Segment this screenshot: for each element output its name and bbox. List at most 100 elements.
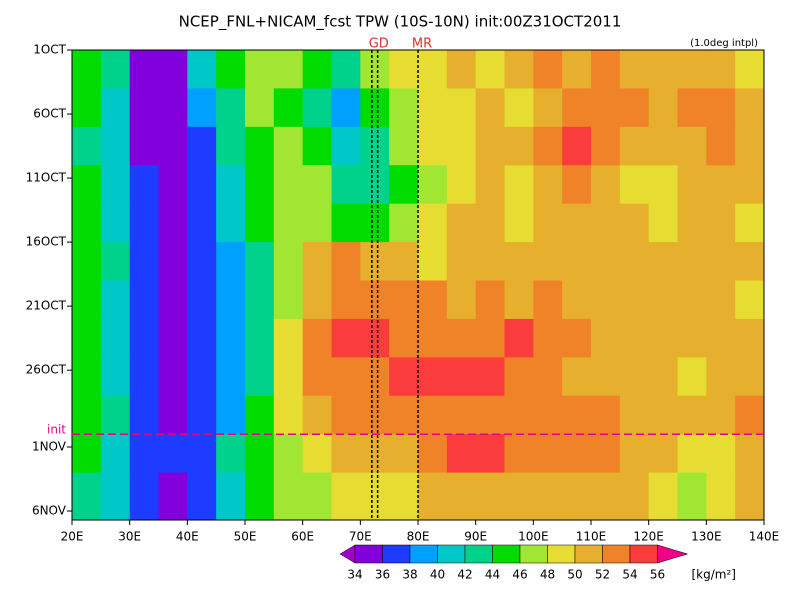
cell: [677, 472, 707, 521]
init-label: init: [47, 423, 66, 437]
cell: [245, 165, 275, 205]
cell: [302, 126, 332, 166]
cell: [533, 126, 563, 166]
cell: [245, 357, 275, 397]
cell: [331, 88, 361, 128]
cell: [302, 50, 332, 89]
cell: [533, 203, 563, 243]
cell: [735, 472, 765, 521]
cell: [418, 88, 448, 128]
cell: [562, 472, 592, 521]
cell: [245, 126, 275, 166]
cell: [187, 242, 217, 282]
cell: [273, 434, 304, 474]
cell: [273, 318, 304, 358]
cell: [706, 280, 736, 320]
cell: [504, 318, 534, 358]
cell: [504, 434, 534, 474]
cell: [331, 126, 361, 166]
colorbar-box: [547, 544, 576, 564]
cell: [158, 50, 188, 89]
cell: [331, 165, 361, 205]
cell: [187, 88, 217, 128]
cell: [418, 318, 448, 358]
cell: [677, 434, 707, 474]
cell: [677, 203, 707, 243]
cell: [504, 203, 534, 243]
colorbar-label: 46: [512, 568, 527, 582]
cell: [389, 50, 419, 89]
x-tick-label: 40E: [176, 530, 199, 544]
cell: [129, 357, 159, 397]
x-tick-label: 70E: [349, 530, 372, 544]
cell: [562, 434, 592, 474]
cell: [648, 165, 678, 205]
cell: [245, 434, 275, 474]
cell: [735, 357, 765, 397]
cell: [360, 203, 390, 243]
cell: [72, 395, 102, 435]
cell: [129, 434, 159, 474]
cell: [475, 357, 505, 397]
cell: [706, 395, 736, 435]
cell: [591, 280, 621, 320]
cell: [706, 472, 736, 521]
cell: [562, 165, 592, 205]
cell: [389, 126, 419, 166]
cell: [302, 318, 332, 358]
cell: [475, 395, 505, 435]
cell: [129, 472, 159, 521]
cell: [331, 395, 361, 435]
cell: [216, 434, 246, 474]
cell: [389, 88, 419, 128]
y-tick-label: 11OCT: [26, 171, 67, 185]
cell: [389, 318, 419, 358]
cell: [273, 50, 304, 89]
colorbar-box: [437, 544, 466, 564]
cell: [389, 472, 419, 521]
cell: [100, 472, 131, 521]
cell: [302, 203, 332, 243]
cell: [331, 357, 361, 397]
cell: [504, 395, 534, 435]
cell: [533, 88, 563, 128]
cell: [591, 50, 621, 89]
cell: [158, 242, 188, 282]
cell: [562, 357, 592, 397]
cell: [446, 434, 477, 474]
cell: [619, 318, 650, 358]
cell: [72, 280, 102, 320]
cell: [591, 126, 621, 166]
cell: [591, 318, 621, 358]
cell: [418, 280, 448, 320]
heatmap: [72, 50, 765, 521]
cell: [72, 126, 102, 166]
cell: [100, 242, 131, 282]
cell: [360, 165, 390, 205]
cell: [533, 280, 563, 320]
cell: [619, 165, 650, 205]
cell: [446, 88, 477, 128]
cell: [706, 203, 736, 243]
cell: [619, 88, 650, 128]
cell: [100, 434, 131, 474]
cell: [216, 395, 246, 435]
cell: [504, 472, 534, 521]
cell: [273, 395, 304, 435]
cell: [273, 357, 304, 397]
cell: [331, 318, 361, 358]
cell: [158, 472, 188, 521]
cell: [735, 318, 765, 358]
cell: [100, 280, 131, 320]
cell: [648, 126, 678, 166]
cell: [129, 280, 159, 320]
cell: [418, 395, 448, 435]
cell: [129, 88, 159, 128]
cell: [273, 280, 304, 320]
cell: [706, 165, 736, 205]
cell: [245, 280, 275, 320]
colorbar-box: [464, 544, 493, 564]
colorbar-unit: [kg/m²]: [692, 568, 736, 582]
cell: [129, 203, 159, 243]
